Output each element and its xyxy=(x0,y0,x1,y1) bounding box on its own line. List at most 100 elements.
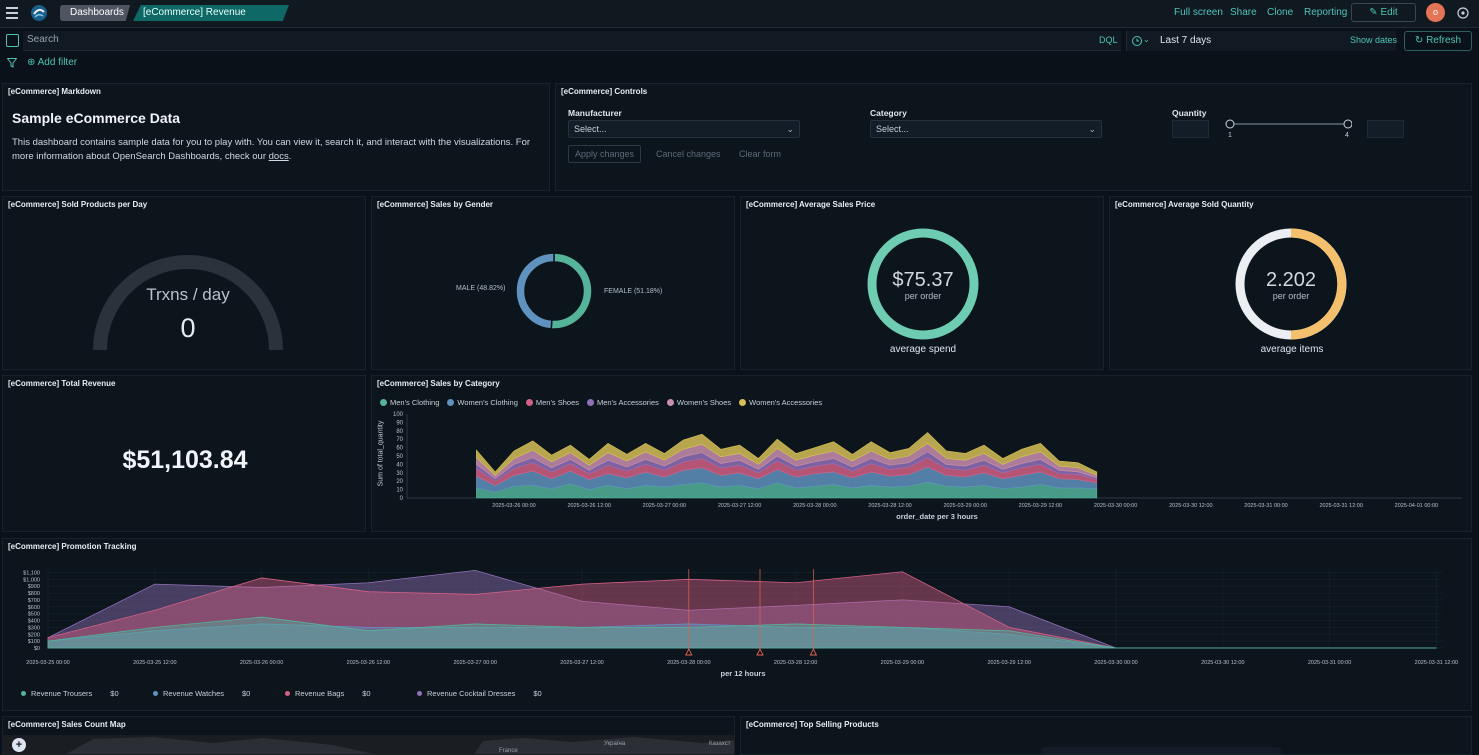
cancel-changes-button[interactable]: Cancel changes xyxy=(656,149,721,159)
legend-item[interactable]: Women's Shoes xyxy=(666,396,731,408)
legend-item[interactable]: Women's Clothing xyxy=(447,396,518,408)
sales-count-map-panel: [eCommerce] Sales Count Map + France Укр… xyxy=(2,716,735,755)
x-tick-label: 2025-03-25 00:00 xyxy=(26,660,69,666)
reporting-link[interactable]: Reporting xyxy=(1304,7,1348,18)
legend-item[interactable]: Revenue Watches $0 xyxy=(153,689,250,698)
quantity-min-input[interactable] xyxy=(1172,120,1209,138)
legend-item[interactable]: Revenue Cocktail Dresses $0 xyxy=(417,689,542,698)
menu-icon[interactable] xyxy=(6,7,18,19)
breadcrumb-dashboards[interactable]: Dashboards xyxy=(60,5,130,21)
legend-item[interactable]: Men's Clothing xyxy=(380,396,439,408)
legend-item[interactable]: Revenue Bags $0 xyxy=(285,689,371,698)
y-tick-label: $300 xyxy=(28,625,40,631)
panel-title: [eCommerce] Promotion Tracking xyxy=(8,542,137,551)
y-tick-label: $900 xyxy=(28,584,40,590)
edit-button[interactable]: ✎ Edit xyxy=(1351,3,1416,22)
search-input[interactable] xyxy=(23,31,1121,51)
refresh-icon: ↻ xyxy=(1414,35,1424,46)
x-tick-label: 2025-03-29 00:00 xyxy=(881,660,924,666)
legend-dot-icon xyxy=(153,691,158,696)
map-canvas[interactable]: + France Україна Казахст xyxy=(3,735,734,754)
time-range-text[interactable]: Last 7 days xyxy=(1160,35,1212,46)
saved-query-icon[interactable] xyxy=(6,34,19,47)
controls-panel: [eCommerce] Controls Manufacturer Select… xyxy=(555,83,1472,191)
legend-item[interactable]: Revenue Trousers $0 xyxy=(21,689,119,698)
y-tick-label: 90 xyxy=(396,420,403,426)
x-tick-label: 2025-03-30 00:00 xyxy=(1094,503,1137,509)
legend-label: Women's Accessories xyxy=(749,397,823,407)
legend-item[interactable]: Women's Accessories xyxy=(739,396,822,408)
legend-label: Men's Shoes xyxy=(535,397,579,407)
dql-toggle[interactable]: DQL xyxy=(1099,35,1118,45)
x-tick-label: 2025-03-31 12:00 xyxy=(1415,660,1458,666)
date-picker[interactable] xyxy=(1126,31,1396,51)
clear-form-button[interactable]: Clear form xyxy=(739,149,782,159)
area-series-5[interactable] xyxy=(476,432,1098,476)
avg-quantity-ring xyxy=(1235,228,1347,340)
legend-value: $0 xyxy=(242,689,251,698)
y-tick-label: 30 xyxy=(396,471,403,477)
refresh-button[interactable]: ↻ Refresh xyxy=(1404,31,1472,51)
panel-title: [eCommerce] Markdown xyxy=(8,87,101,96)
zoom-in-button[interactable]: + xyxy=(12,738,26,752)
filter-icon[interactable] xyxy=(7,58,17,68)
x-tick-label: 2025-03-27 12:00 xyxy=(718,503,761,509)
annotation-marker-icon[interactable] xyxy=(809,647,818,656)
panel-title: [eCommerce] Total Revenue xyxy=(8,379,116,388)
clone-link[interactable]: Clone xyxy=(1267,7,1294,18)
legend-item[interactable]: Men's Shoes xyxy=(525,396,579,408)
avg-price-caption: average spend xyxy=(889,344,957,355)
quantity-range-slider[interactable] xyxy=(1222,118,1352,142)
y-tick-label: $0 xyxy=(34,646,40,652)
legend-dot-icon xyxy=(666,398,674,406)
refresh-button-label: Refresh xyxy=(1426,35,1462,46)
share-link[interactable]: Share xyxy=(1230,7,1257,18)
gauge-value: 0 xyxy=(180,313,196,343)
opensearch-logo-icon[interactable] xyxy=(30,4,48,22)
quantity-max-tick: 4 xyxy=(1345,132,1349,139)
x-tick-label: 2025-03-25 12:00 xyxy=(133,660,176,666)
legend-label: Revenue Bags xyxy=(295,689,345,698)
annotation-marker-icon[interactable] xyxy=(756,647,764,656)
panel-title: [eCommerce] Sales by Category xyxy=(377,379,500,388)
female-slice[interactable] xyxy=(550,252,593,330)
add-filter-button[interactable]: ⊕ Add filter xyxy=(27,57,77,68)
x-tick-label: 2025-03-31 12:00 xyxy=(1319,503,1362,509)
user-avatar[interactable]: o xyxy=(1426,3,1445,22)
area-series-0[interactable] xyxy=(47,616,1437,649)
docs-link[interactable]: docs xyxy=(268,151,289,162)
x-tick-label: 2025-03-28 12:00 xyxy=(774,660,817,666)
legend-value: $0 xyxy=(110,689,119,698)
panel-title: [eCommerce] Average Sales Price xyxy=(746,200,876,209)
x-tick-label: 2025-03-30 12:00 xyxy=(1201,660,1244,666)
markdown-body: This dashboard contains sample data for … xyxy=(12,136,542,164)
quantity-min-tick: 1 xyxy=(1228,132,1232,139)
markdown-panel: [eCommerce] Markdown Sample eCommerce Da… xyxy=(2,83,550,191)
chevron-down-icon[interactable]: ⌄ xyxy=(1143,35,1150,44)
map-land-shapes xyxy=(66,737,734,754)
search-placeholder: Search xyxy=(27,34,59,45)
x-tick-label: 2025-03-28 00:00 xyxy=(793,503,836,509)
annotation-marker-icon[interactable] xyxy=(685,647,693,656)
legend-label: Men's Clothing xyxy=(390,397,440,407)
manufacturer-label: Manufacturer xyxy=(568,108,622,118)
show-dates-link[interactable]: Show dates xyxy=(1350,35,1398,45)
legend-dot-icon xyxy=(21,691,26,696)
legend-item[interactable]: Men's Accessories xyxy=(587,396,659,408)
apply-changes-button[interactable]: Apply changes xyxy=(568,145,642,163)
y-tick-label: 60 xyxy=(396,446,403,452)
x-tick-label: 2025-03-27 00:00 xyxy=(643,503,686,509)
panel-title: [eCommerce] Average Sold Quantity xyxy=(1115,200,1254,209)
y-tick-label: $400 xyxy=(28,619,40,625)
full-screen-link[interactable]: Full screen xyxy=(1174,7,1223,18)
manufacturer-select[interactable]: Select... ⌄ xyxy=(568,120,800,138)
sales-by-category-panel: [eCommerce] Sales by Category Men's Clot… xyxy=(371,375,1472,532)
quantity-max-input[interactable] xyxy=(1367,120,1404,138)
y-tick-label: 80 xyxy=(396,429,403,435)
avg-quantity-value: 2.202 xyxy=(1265,269,1317,291)
clock-icon[interactable] xyxy=(1131,35,1143,47)
male-slice[interactable] xyxy=(515,252,555,330)
help-icon[interactable] xyxy=(1456,6,1470,20)
y-tick-label: $1,100 xyxy=(23,570,40,576)
category-select[interactable]: Select... ⌄ xyxy=(870,120,1102,138)
